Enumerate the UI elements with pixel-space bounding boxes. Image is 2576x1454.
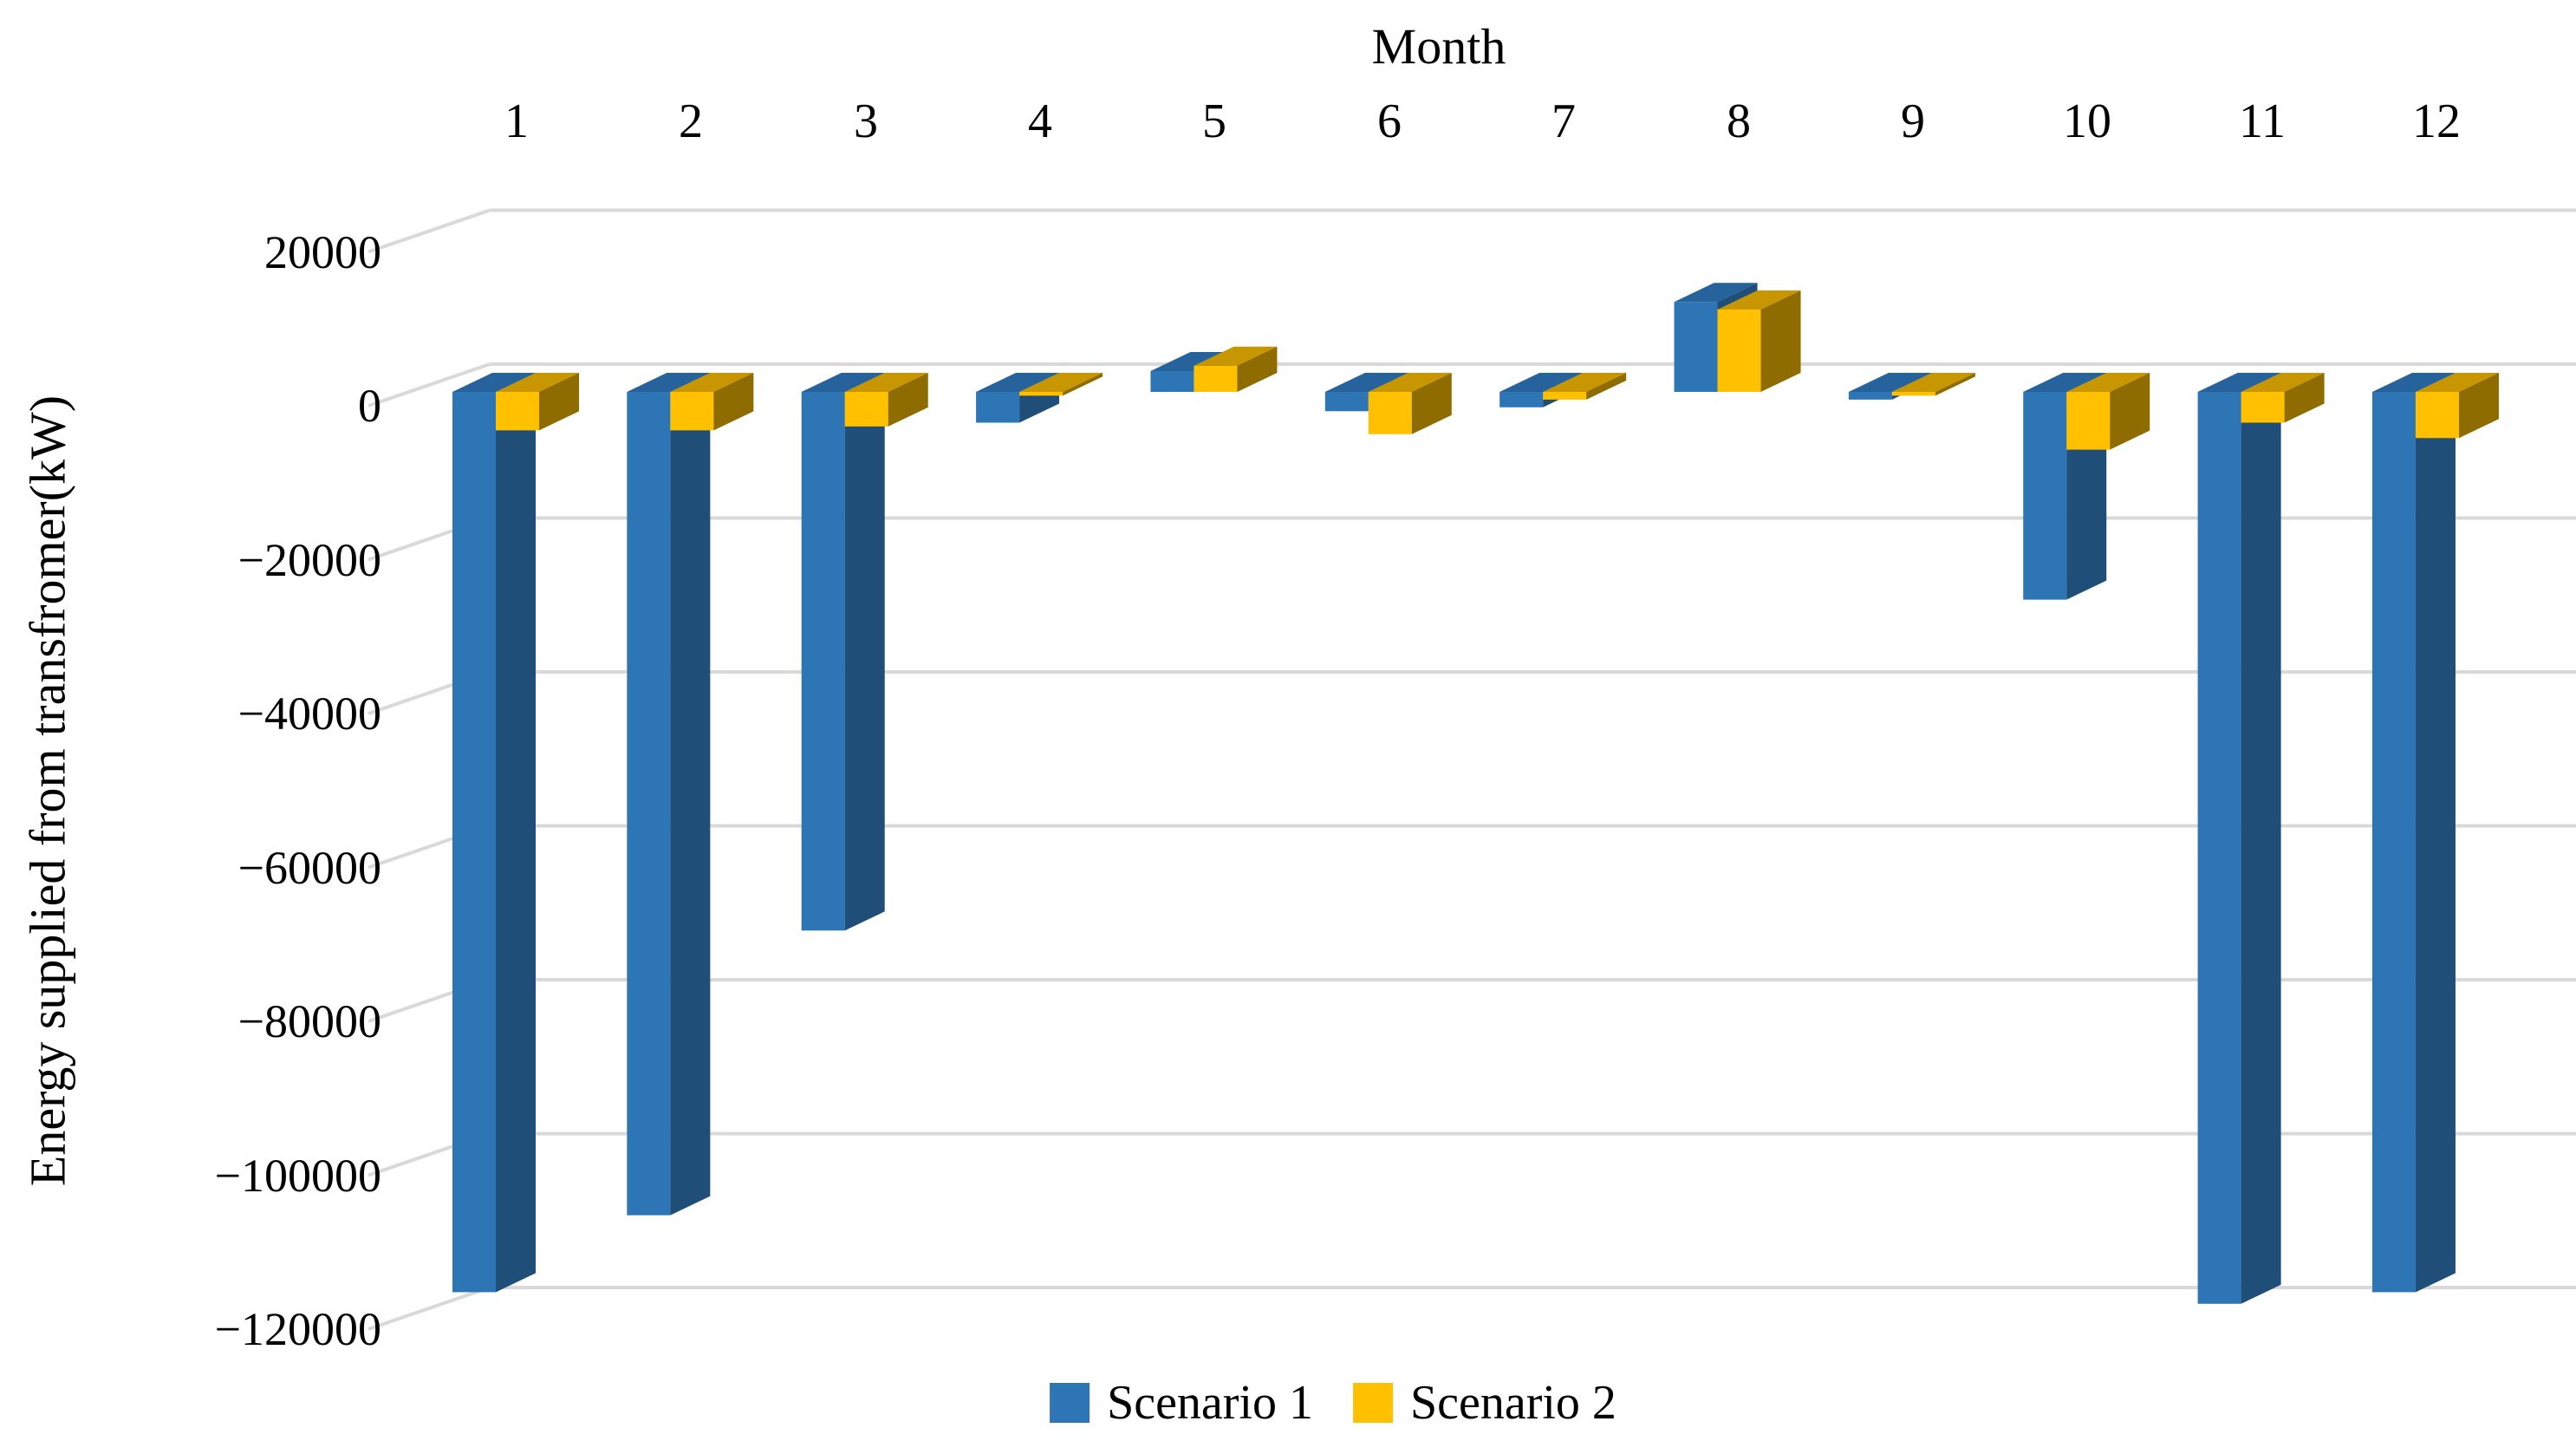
gridline-diagonal [368, 362, 491, 408]
legend-swatch-icon [1050, 1383, 1090, 1423]
bar-scenario1-month-12 [2371, 392, 2416, 1293]
bar-scenario2-month-9-side-face [1935, 373, 1975, 396]
bar-scenario2-month-4-top-face [1019, 373, 1103, 392]
x-tick-label-6: 6 [1377, 95, 1402, 148]
y-tick-label--20000: −20000 [237, 534, 381, 586]
bar-scenario2-month-3 [844, 392, 888, 427]
x-tick-label-7: 7 [1551, 95, 1576, 148]
x-tick-label-10: 10 [2063, 95, 2111, 148]
bar-scenario1-month-7-top-face [1499, 373, 1584, 392]
x-tick-label-1: 1 [504, 95, 529, 148]
bar-scenario1-month-5 [1150, 371, 1194, 392]
bar-scenario2-month-10-side-face [2110, 373, 2150, 450]
x-tick-label-3: 3 [854, 95, 878, 148]
bar-scenario2-month-9-top-face [1891, 373, 1975, 392]
bar-scenario2-month-6 [1368, 392, 1412, 434]
bar-scenario1-month-11 [2197, 392, 2241, 1304]
bar-scenario1-month-8 [1674, 302, 1718, 392]
bar-scenario2-month-3-top-face [844, 373, 928, 392]
y-tick-label-20000: 20000 [264, 226, 381, 278]
x-tick-label-9: 9 [1901, 95, 1925, 148]
x-tick-label-8: 8 [1727, 95, 1751, 148]
bar-scenario1-month-11-top-face [2197, 373, 2281, 392]
bar-scenario2-month-3-side-face [888, 373, 928, 427]
bar-scenario1-month-10 [2023, 392, 2067, 600]
bar-scenario1-month-12-top-face [2371, 373, 2456, 392]
legend-item-scenario1: Scenario 1 [1050, 1375, 1313, 1431]
bar-scenario2-month-7 [1543, 392, 1587, 400]
x-tick-label-12: 12 [2412, 95, 2461, 148]
legend-item-scenario2: Scenario 2 [1353, 1375, 1617, 1431]
bar-scenario2-month-11 [2241, 392, 2285, 423]
y-tick-label--40000: −40000 [237, 688, 381, 740]
bar-scenario1-month-7 [1499, 392, 1544, 408]
x-tick-label-2: 2 [679, 95, 703, 148]
bar-scenario2-month-2-top-face [670, 373, 754, 392]
bar-scenario2-month-11-top-face [2241, 373, 2325, 392]
bar-scenario2-month-1-top-face [496, 373, 579, 392]
bar-scenario2-month-8-top-face [1717, 290, 1801, 310]
bar-scenario1-month-9 [1848, 392, 1892, 400]
bar-scenario1-month-2-top-face [627, 373, 711, 392]
x-axis-title: Month [1371, 18, 1506, 75]
gridline-diagonal [368, 1286, 491, 1331]
bar-scenario2-month-12-side-face [2458, 373, 2499, 439]
bar-scenario1-month-2 [627, 392, 671, 1216]
bar-scenario1-month-2-side-face [670, 373, 711, 1216]
bar-scenario2-month-8 [1717, 310, 1761, 392]
legend-label: Scenario 2 [1410, 1376, 1617, 1430]
y-tick-label--120000: −120000 [214, 1303, 381, 1355]
bar-scenario2-month-7-top-face [1543, 373, 1627, 392]
bar-scenario2-month-10 [2066, 392, 2111, 450]
bar-scenario2-month-2 [670, 392, 714, 431]
bar-scenario1-month-4-top-face [976, 373, 1060, 392]
bar-scenario2-month-5 [1194, 365, 1238, 392]
bar-scenario2-month-9 [1891, 392, 1935, 396]
x-tick-label-4: 4 [1028, 95, 1052, 148]
gridline-diagonal [368, 208, 491, 254]
bar-scenario2-month-10-top-face [2066, 373, 2150, 392]
bar-scenario2-month-6-top-face [1368, 373, 1452, 392]
bar-scenario1-month-12-side-face [2415, 373, 2456, 1293]
x-tick-label-5: 5 [1202, 95, 1226, 148]
bar-scenario1-month-3-side-face [844, 373, 885, 931]
bar-scenario1-month-3 [801, 392, 845, 931]
bar-scenario2-month-8-side-face [1760, 290, 1801, 392]
bar-scenario2-month-11-side-face [2284, 373, 2325, 423]
bar-scenario2-month-12 [2415, 392, 2459, 439]
bar-scenario2-month-2-side-face [713, 373, 754, 431]
y-tick-label--60000: −60000 [237, 842, 381, 894]
x-tick-label-11: 11 [2239, 95, 2286, 148]
bar-scenario2-month-4-side-face [1063, 373, 1103, 396]
bar-scenario2-month-4 [1019, 392, 1064, 396]
bar-scenario2-month-1-side-face [539, 373, 579, 431]
legend: Scenario 1 Scenario 2 [1050, 1375, 1617, 1431]
y-tick-label-0: 0 [358, 380, 381, 432]
y-tick-label--100000: −100000 [214, 1150, 381, 1202]
bar-scenario2-month-5-side-face [1237, 346, 1278, 392]
bar-scenario2-month-6-side-face [1411, 373, 1452, 434]
bar-scenario1-month-6 [1324, 392, 1369, 412]
legend-label: Scenario 1 [1107, 1376, 1313, 1430]
bar-scenario1-month-9-top-face [1848, 373, 1932, 392]
bar-scenario1-month-1 [452, 392, 496, 1293]
bar-scenario2-month-5-top-face [1194, 346, 1278, 366]
bar-scenario1-month-11-side-face [2241, 373, 2281, 1304]
bar-scenario1-month-8-top-face [1674, 283, 1758, 303]
bar-scenario1-month-1-top-face [452, 373, 536, 392]
bar-scenario2-month-7-side-face [1586, 373, 1627, 400]
bar-scenario1-month-3-top-face [801, 373, 885, 392]
legend-swatch-icon [1353, 1383, 1393, 1423]
bar-scenario1-month-10-top-face [2023, 373, 2107, 392]
bar-scenario1-month-6-top-face [1324, 373, 1408, 392]
bar-scenario1-month-1-side-face [496, 373, 536, 1293]
y-tick-label--80000: −80000 [237, 995, 381, 1047]
bar-scenario1-month-4 [976, 392, 1020, 423]
bar-scenario2-month-12-top-face [2415, 373, 2499, 392]
bar-scenario2-month-1 [496, 392, 539, 431]
